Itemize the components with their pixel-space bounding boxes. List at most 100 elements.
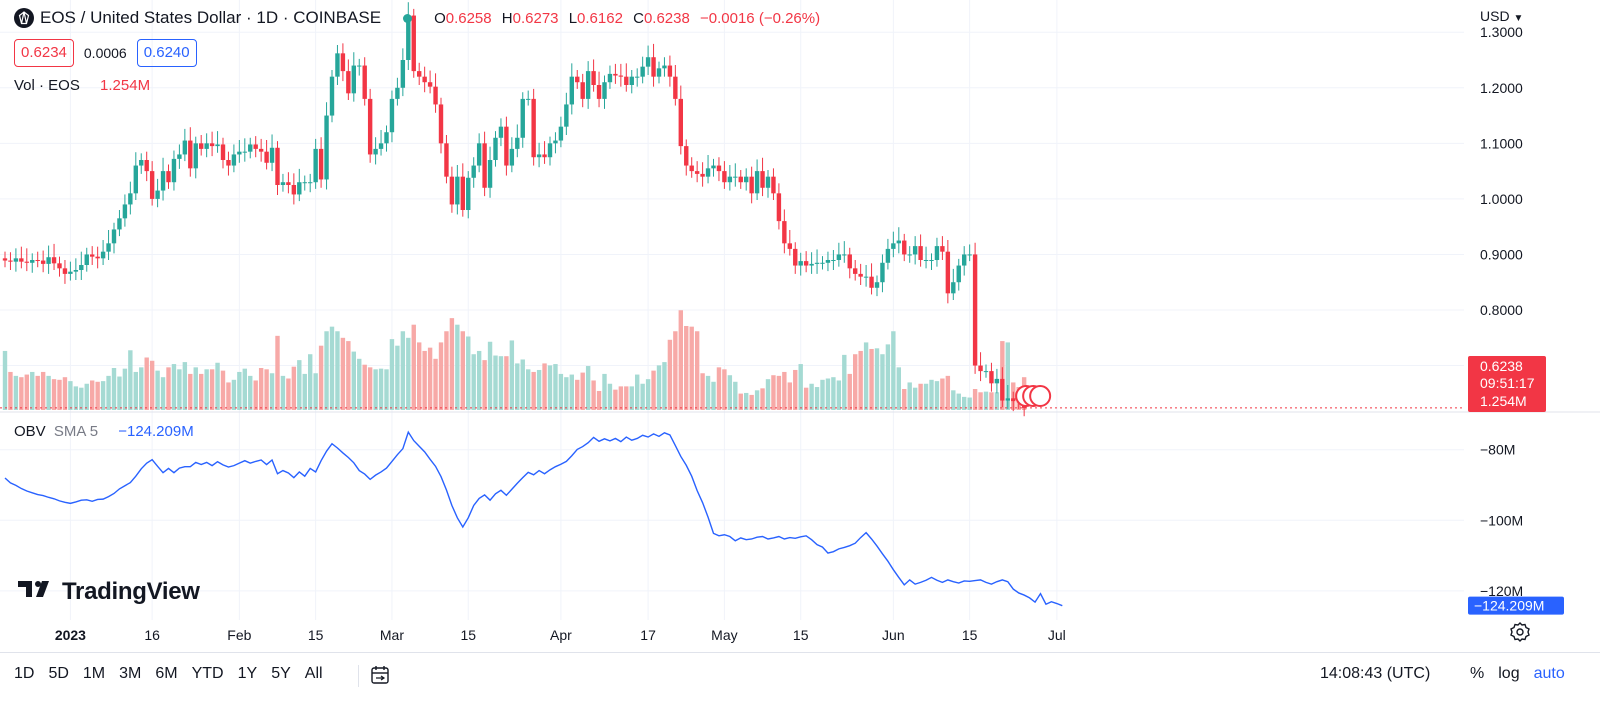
candle-body[interactable] <box>2 258 8 261</box>
candle-body[interactable] <box>765 176 771 188</box>
candle-body[interactable] <box>902 240 907 255</box>
candle-body[interactable] <box>585 71 591 99</box>
candle-body[interactable] <box>885 248 891 263</box>
candle-body[interactable] <box>1011 398 1016 402</box>
candle-body[interactable] <box>406 15 411 60</box>
candle-body[interactable] <box>444 143 449 177</box>
candle-body[interactable] <box>324 115 329 180</box>
candle-body[interactable] <box>466 177 471 210</box>
candle-body[interactable] <box>253 144 258 149</box>
candle-body[interactable] <box>149 171 155 199</box>
candle-body[interactable] <box>182 140 188 155</box>
range-button-5d[interactable]: 5D <box>48 665 69 682</box>
candle-body[interactable] <box>684 146 689 166</box>
candle-body[interactable] <box>526 98 531 100</box>
candle-body[interactable] <box>493 137 498 160</box>
candle-body[interactable] <box>68 271 73 274</box>
candle-body[interactable] <box>596 85 602 99</box>
candle-body[interactable] <box>858 273 863 277</box>
candle-body[interactable] <box>248 144 253 152</box>
candle-body[interactable] <box>558 126 564 141</box>
candle-body[interactable] <box>640 66 645 77</box>
candle-body[interactable] <box>809 263 814 266</box>
candle-body[interactable] <box>531 98 536 158</box>
candle-body[interactable] <box>962 254 967 266</box>
candle-body[interactable] <box>602 82 607 99</box>
candle-body[interactable] <box>237 151 242 155</box>
candle-body[interactable] <box>400 60 406 88</box>
candle-body[interactable] <box>302 182 307 184</box>
candle-body[interactable] <box>449 176 455 205</box>
candle-body[interactable] <box>204 143 209 149</box>
candle-body[interactable] <box>940 246 945 252</box>
candle-body[interactable] <box>983 371 989 373</box>
candle-body[interactable] <box>547 143 553 158</box>
candle-body[interactable] <box>891 243 896 249</box>
candle-body[interactable] <box>782 221 787 244</box>
candle-body[interactable] <box>40 260 46 264</box>
candle-body[interactable] <box>651 57 656 77</box>
candle-body[interactable] <box>760 171 765 188</box>
candle-body[interactable] <box>395 87 400 99</box>
candle-body[interactable] <box>689 165 694 172</box>
candle-body[interactable] <box>291 185 297 195</box>
candle-body[interactable] <box>139 160 144 166</box>
candle-body[interactable] <box>733 176 738 178</box>
candle-body[interactable] <box>771 176 776 194</box>
range-button-1y[interactable]: 1Y <box>237 665 258 682</box>
candle-body[interactable] <box>367 98 373 155</box>
candle-body[interactable] <box>95 256 100 259</box>
candle-body[interactable] <box>384 132 389 144</box>
candle-body[interactable] <box>520 98 525 138</box>
percent-scale-toggle[interactable]: % <box>1470 665 1485 682</box>
currency-selector[interactable]: USD ▼ <box>1480 8 1523 24</box>
candle-body[interactable] <box>896 240 901 244</box>
candle-body[interactable] <box>389 98 395 133</box>
candle-body[interactable] <box>515 137 520 149</box>
candle-body[interactable] <box>853 268 858 274</box>
candle-body[interactable] <box>111 229 117 244</box>
candle-body[interactable] <box>1000 378 1005 401</box>
candle-body[interactable] <box>144 160 149 172</box>
range-button-ytd[interactable]: YTD <box>191 665 224 682</box>
candle-body[interactable] <box>340 53 346 72</box>
candle-body[interactable] <box>117 218 122 230</box>
candle-body[interactable] <box>73 270 79 272</box>
candle-body[interactable] <box>335 53 340 77</box>
candle-body[interactable] <box>814 262 820 264</box>
candle-body[interactable] <box>667 65 673 77</box>
candle-body[interactable] <box>564 104 569 127</box>
candle-body[interactable] <box>624 76 629 85</box>
candle-body[interactable] <box>700 173 705 177</box>
symbol-title[interactable]: EOS / United States Dollar · 1D · COINBA… <box>40 8 382 27</box>
candle-body[interactable] <box>313 148 318 183</box>
candle-body[interactable] <box>716 165 722 172</box>
candle-body[interactable] <box>8 260 13 262</box>
range-button-6m[interactable]: 6M <box>155 665 178 682</box>
candle-body[interactable] <box>793 248 798 266</box>
candle-body[interactable] <box>803 261 809 266</box>
candle-body[interactable] <box>673 76 678 99</box>
candle-body[interactable] <box>188 140 193 169</box>
candle-body[interactable] <box>580 82 585 99</box>
candle-body[interactable] <box>542 154 547 158</box>
candle-body[interactable] <box>471 165 476 178</box>
range-button-3m[interactable]: 3M <box>119 665 142 682</box>
candle-body[interactable] <box>422 76 427 83</box>
candle-body[interactable] <box>378 143 384 149</box>
candle-body[interactable] <box>711 165 716 169</box>
candle-body[interactable] <box>863 276 869 278</box>
candle-body[interactable] <box>825 260 831 263</box>
candle-body[interactable] <box>209 143 215 147</box>
candle-body[interactable] <box>427 82 433 87</box>
candle-body[interactable] <box>956 265 961 283</box>
range-button-1m[interactable]: 1M <box>82 665 106 682</box>
candle-body[interactable] <box>84 254 89 265</box>
range-button-1d[interactable]: 1D <box>14 665 35 682</box>
candle-body[interactable] <box>662 65 667 69</box>
candle-body[interactable] <box>433 86 438 105</box>
candle-body[interactable] <box>318 148 324 180</box>
candle-body[interactable] <box>275 147 280 185</box>
candle-body[interactable] <box>357 65 362 67</box>
